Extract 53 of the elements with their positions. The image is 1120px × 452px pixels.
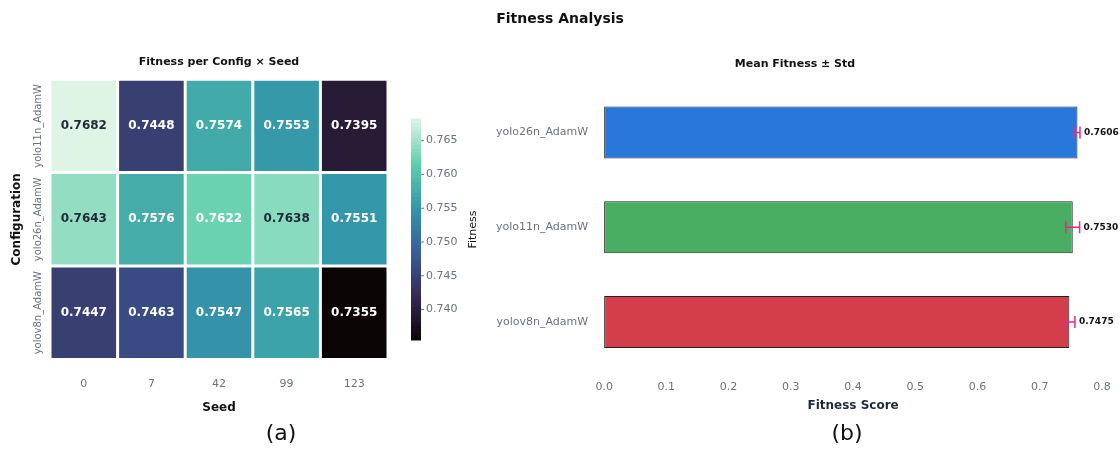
data-label: 0.7574 — [195, 118, 243, 133]
x-tick-label: 0.0 — [595, 379, 613, 393]
color-bar-label: 0.765 — [426, 133, 458, 147]
text: (a) — [265, 420, 297, 445]
x-axis-title: Fitness Score — [807, 397, 899, 412]
data-label: 0.7463 — [128, 304, 175, 319]
data-label: 0.7606 — [1083, 126, 1119, 137]
data-label: 0.7547 — [195, 304, 243, 319]
y-axis-title: Configuration — [9, 173, 24, 266]
data-label: 0.7530 — [1083, 221, 1119, 232]
x-tick-label: 0.3 — [782, 379, 800, 393]
x-tick-label: 0.7 — [1031, 379, 1049, 393]
data-label: 0.7551 — [331, 211, 378, 226]
color-bar-label: 0.750 — [426, 234, 458, 248]
data-label: 0.7576 — [128, 211, 175, 226]
data-label: 0.7475 — [1078, 316, 1114, 327]
x-axis-title: Seed — [202, 399, 236, 414]
x-tick-label: 0.1 — [657, 379, 676, 393]
x-tick-label: 0 — [80, 376, 88, 390]
x-tick-label: 0.6 — [968, 379, 987, 393]
text: Fitness Analysis — [496, 10, 624, 26]
color-bar-label: 0.760 — [426, 167, 458, 181]
chart-title: Mean Fitness ± Std — [734, 57, 856, 71]
data-label: 0.7448 — [128, 118, 175, 133]
color-bar-label: 0.740 — [426, 302, 458, 316]
y-tick-label: yolo26n_AdamW — [31, 177, 44, 262]
x-tick-label: 0.8 — [1093, 379, 1111, 393]
x-tick-label: 0.4 — [844, 379, 862, 393]
color-bar-label: 0.755 — [426, 201, 458, 215]
x-tick-label: 123 — [343, 376, 365, 390]
x-tick-label: 99 — [279, 376, 294, 390]
data-label: 0.7682 — [60, 118, 107, 133]
data-label: 0.7553 — [263, 118, 310, 133]
x-tick-label: 0.2 — [719, 379, 738, 393]
data-label: 0.7395 — [331, 118, 378, 133]
x-tick-label: 7 — [147, 376, 155, 390]
data-label: 0.7565 — [263, 304, 310, 319]
color-bar-label: 0.745 — [426, 268, 458, 282]
y-tick-label: yolov8n_AdamW — [496, 314, 589, 328]
data-label: 0.7643 — [60, 211, 107, 226]
color-bar-title: Fitness — [465, 210, 479, 249]
data-label: 0.7622 — [195, 211, 243, 226]
data-label: 0.7355 — [331, 304, 378, 319]
x-tick-label: 42 — [212, 376, 226, 390]
text: (b) — [831, 420, 863, 445]
y-tick-label: yolo26n_AdamW — [495, 125, 589, 139]
x-tick-label: 0.5 — [906, 379, 925, 393]
y-tick-label: yolo11n_AdamW — [495, 220, 589, 234]
data-label: 0.7638 — [263, 211, 310, 226]
y-tick-label: yolo11n_AdamW — [31, 83, 44, 168]
data-label: 0.7447 — [60, 304, 107, 319]
chart-title: Fitness per Config × Seed — [138, 55, 300, 69]
y-tick-label: yolov8n_AdamW — [31, 270, 44, 355]
